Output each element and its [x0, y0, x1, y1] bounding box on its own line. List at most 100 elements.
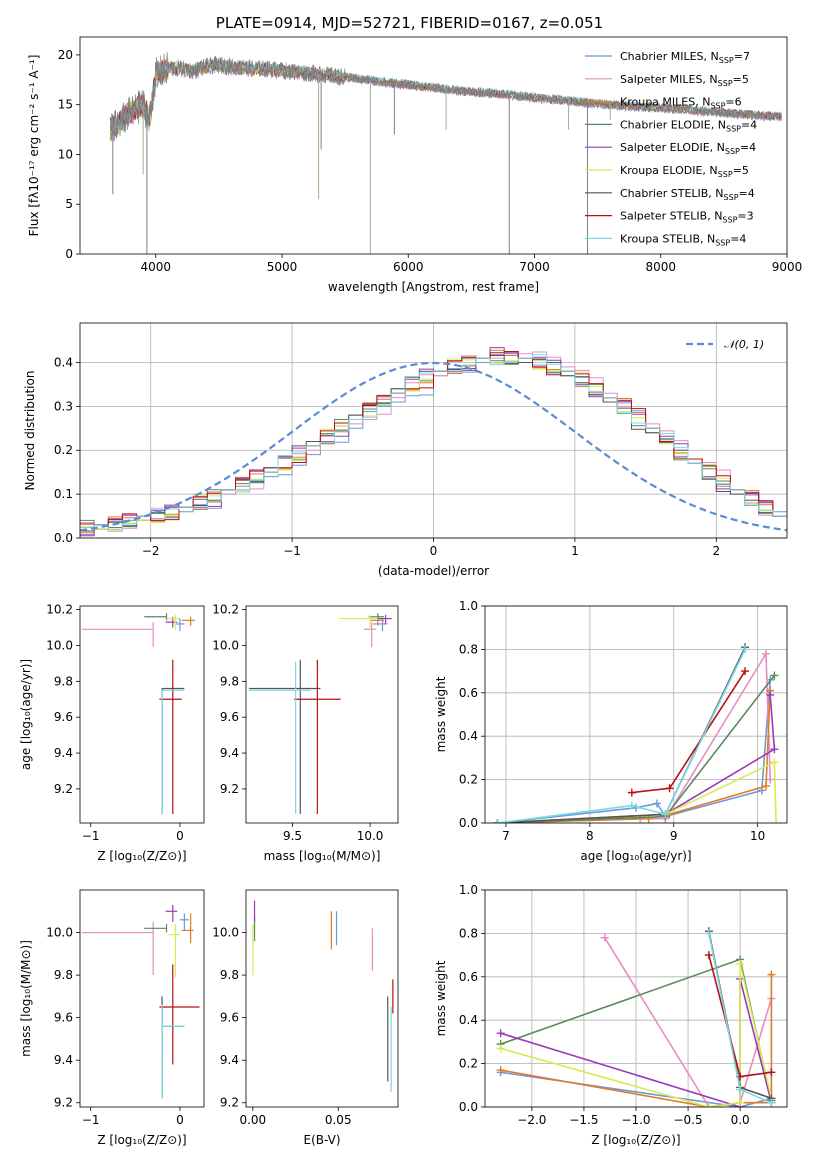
mass-weight-marker [772, 819, 781, 823]
y-axis-label: Normed distribution [23, 371, 37, 491]
mass-weight-marker [736, 1085, 745, 1094]
x-tick-label: 0 [176, 829, 184, 843]
axes-3: 9.5 10.0 9.2 9.4 9.6 9.8 10.0 10.2 mass [log₁₀(M… [212, 603, 399, 863]
error-point-0 [179, 913, 189, 931]
x-axis-label: Z [log₁₀(Z/Z⊙)] [97, 1133, 186, 1147]
mass-weight-line-4 [497, 694, 776, 823]
legend-label-count: =4 [739, 187, 755, 200]
error-point-1 [81, 921, 154, 976]
y-tick-label: 1.0 [459, 883, 478, 897]
legend-label-sub: SSP [724, 193, 739, 202]
legend-label: Kroupa MILES, NSSP=6 [620, 96, 742, 111]
x-tick-label: 9000 [772, 260, 803, 274]
y-tick-label: 9.4 [220, 1053, 239, 1067]
x-tick-label: 5000 [267, 260, 298, 274]
legend-label-sub: SSP [715, 238, 730, 247]
legend-label-count: =4 [740, 141, 756, 154]
plot-area [249, 613, 392, 815]
y-axis-label: age [log₁₀(age/yr)] [19, 659, 33, 770]
error-point-5 [166, 614, 180, 630]
legend-label-count: =5 [733, 164, 749, 177]
error-point-8 [161, 1004, 185, 1099]
mass-weight-line-3 [497, 674, 776, 823]
axes-frame [79, 36, 788, 255]
legend-label-sub: SSP [726, 124, 741, 133]
x-axis-label: E(B-V) [303, 1133, 340, 1147]
y-tick-label: 10.0 [46, 638, 73, 652]
y-tick-label: 9.8 [54, 968, 73, 982]
plot-area [80, 347, 787, 537]
y-tick-label: 9.8 [220, 968, 239, 982]
y-tick-label: 0.4 [459, 1013, 478, 1027]
mass-weight-marker [496, 1029, 505, 1038]
x-tick-label: 9 [670, 829, 678, 843]
y-tick-label: 10.0 [212, 926, 239, 940]
legend-label-name: Salpeter ELODIE, N [620, 141, 725, 154]
y-tick-label: 1.0 [459, 599, 478, 613]
legend-label-count: =4 [741, 118, 757, 131]
legend-label-name: Chabrier ELODIE, N [620, 118, 726, 131]
error-point-8 [249, 661, 312, 815]
y-tick-label: 0.2 [459, 773, 478, 787]
y-tick-label: 0.4 [54, 355, 73, 369]
error-point-2 [181, 913, 194, 944]
y-tick-label: 9.4 [220, 746, 239, 760]
y-tick-label: 9.2 [220, 782, 239, 796]
axes-5: −1 0 9.2 9.4 9.6 9.8 10.0 Z [log₁₀(Z/Z⊙)] mass [… [19, 889, 205, 1147]
y-tick-label: 9.2 [54, 782, 73, 796]
x-tick-label: 10.0 [357, 829, 384, 843]
y-tick-label: 9.6 [220, 710, 239, 724]
axes-4: 7 8 9 10 0.0 0.2 0.4 0.6 0.8 1.0 age [log₁₀(age/yr… [434, 599, 788, 863]
x-tick-label: −1 [82, 829, 100, 843]
mass-weight-marker [600, 933, 609, 942]
plot-area [81, 613, 196, 815]
mass-weight-marker [704, 1103, 713, 1107]
y-tick-label: 9.8 [220, 674, 239, 688]
axes-6: 0.00 0.05 9.2 9.4 9.6 9.8 10.0 E(B-V) [212, 889, 399, 1147]
error-point-8 [161, 689, 185, 815]
y-tick-label: 0.4 [459, 729, 478, 743]
legend-label-name: Kroupa STELIB, N [620, 232, 715, 245]
y-tick-label: 9.4 [54, 1053, 73, 1067]
y-tick-label: 10 [58, 147, 73, 161]
axes-frame [245, 605, 399, 824]
mass-weight-marker [741, 667, 750, 676]
error-point-3 [144, 613, 168, 621]
y-tick-label: 0.2 [54, 443, 73, 457]
y-tick-label: 10.0 [212, 638, 239, 652]
legend-label: 𝒩(0, 1) [724, 338, 764, 351]
mass-weight-marker [627, 788, 636, 797]
legend-label: Salpeter MILES, NSSP=5 [620, 73, 749, 88]
legend-label: Chabrier ELODIE, NSSP=4 [620, 118, 757, 133]
x-tick-label: −1 [283, 544, 301, 558]
y-tick-label: 5 [65, 197, 73, 211]
mass-weight-line-0 [497, 679, 771, 823]
y-tick-label: 9.6 [54, 710, 73, 724]
y-tick-label: 0.0 [459, 1100, 478, 1114]
mass-weight-marker [766, 690, 775, 699]
y-tick-label: 10.2 [212, 603, 239, 617]
y-axis-label: mass [log₁₀(M/M⊙)] [19, 940, 33, 1057]
plot-area [81, 904, 200, 1099]
x-axis-label: wavelength [Angstrom, rest frame] [328, 280, 539, 294]
axes-7: −2.0 −1.5 −1.0 −0.5 0.0 0.0 0.2 0.4 0.6 0.8 1.0 Z [… [434, 883, 788, 1147]
y-tick-label: 10.0 [46, 926, 73, 940]
x-tick-label: 6000 [393, 260, 424, 274]
legend-label: Salpeter STELIB, NSSP=3 [620, 210, 754, 225]
x-tick-label: 4000 [140, 260, 171, 274]
y-tick-label: 0.8 [459, 926, 478, 940]
axes-0: 4000 5000 6000 7000 8000 9000 0 5 10 15 20 waveleng… [27, 36, 803, 294]
error-point-2 [181, 616, 196, 626]
axes-frame [484, 889, 788, 1108]
mass-weight-marker [644, 814, 653, 823]
error-point-4 [377, 614, 392, 624]
y-tick-label: 0.0 [459, 816, 478, 830]
error-point-0 [175, 618, 185, 632]
y-tick-label: 0.3 [54, 399, 73, 413]
mass-weight-marker [767, 970, 776, 979]
x-tick-label: 8 [586, 829, 594, 843]
plot-area [109, 51, 783, 254]
x-tick-label: −1 [82, 1113, 100, 1127]
mass-weight-marker [736, 959, 745, 968]
y-axis-label: mass weight [434, 676, 448, 752]
